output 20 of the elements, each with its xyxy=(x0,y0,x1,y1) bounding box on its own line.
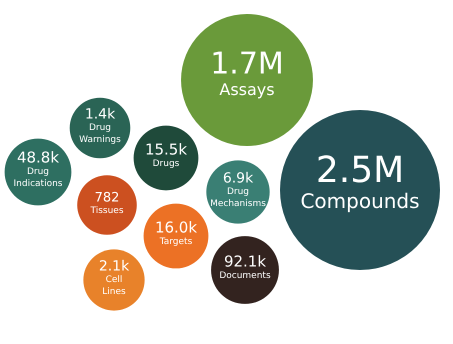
category-label: Cell Lines xyxy=(102,275,126,297)
category-label: Compounds xyxy=(300,189,420,213)
category-label: Drug Warnings xyxy=(79,123,122,145)
data-label: 16.0k xyxy=(154,218,198,236)
category-label: Documents xyxy=(219,271,271,282)
data-label: 92.1k xyxy=(224,252,266,270)
data-label: 2.5M xyxy=(316,150,404,191)
data-label: 2.1k xyxy=(98,258,130,275)
data-label: 782 xyxy=(94,190,120,206)
category-label: Tissues xyxy=(89,206,124,216)
data-label: 6.9k xyxy=(222,170,254,187)
category-label: Drugs xyxy=(152,159,180,170)
category-label: Targets xyxy=(158,237,193,248)
category-label: Drug Mechanisms xyxy=(210,187,266,209)
data-label: 1.4k xyxy=(84,106,116,123)
data-label: 15.5k xyxy=(144,140,188,158)
category-label: Drug Indications xyxy=(14,167,63,189)
data-label: 48.8k xyxy=(16,148,60,167)
category-label: Assays xyxy=(219,80,275,99)
data-label: 1.7M xyxy=(210,46,284,82)
